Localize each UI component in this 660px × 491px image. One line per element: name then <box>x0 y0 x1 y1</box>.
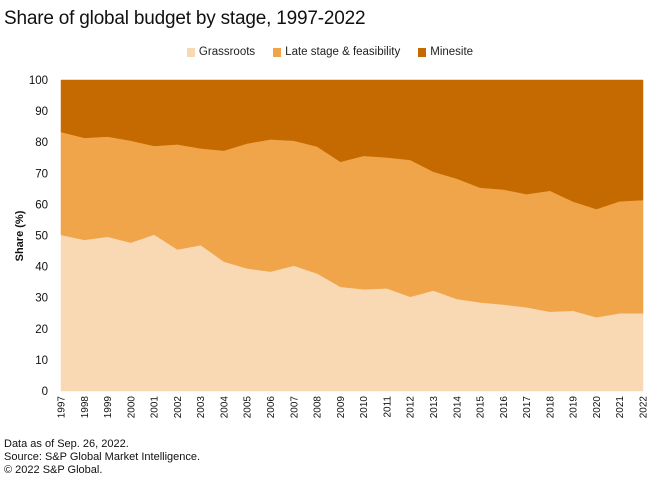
y-tick-label: 60 <box>35 199 48 211</box>
x-tick-label: 2006 <box>266 396 277 419</box>
legend-label-late-stage: Late stage & feasibility <box>285 46 401 58</box>
y-tick-label: 10 <box>35 355 48 367</box>
footer: Data as of Sep. 26, 2022. Source: S&P Gl… <box>4 438 200 477</box>
y-tick-label: 70 <box>35 168 48 180</box>
x-tick-label: 2012 <box>406 396 417 419</box>
x-tick-label: 2019 <box>569 396 580 419</box>
x-tick-label: 2011 <box>382 396 393 418</box>
x-tick-label: 2003 <box>196 396 207 419</box>
y-tick-label: 20 <box>35 324 48 336</box>
y-tick-label: 80 <box>35 137 48 149</box>
legend-swatch-late-stage <box>273 47 282 57</box>
legend-item-grassroots: Grassroots <box>186 46 256 58</box>
footer-data-date: Data as of Sep. 26, 2022. <box>4 438 129 450</box>
y-tick-label: 0 <box>42 386 48 398</box>
x-axis-ticks: 1997 1998 1999 2000 2001 2002 2003 2004 2005 2006… <box>57 396 650 419</box>
footer-copyright: © 2022 S&P Global. <box>4 464 103 476</box>
x-tick-label: 1999 <box>103 396 114 419</box>
x-tick-label: 2001 <box>150 396 161 419</box>
y-tick-label: 40 <box>35 262 48 274</box>
x-tick-label: 2022 <box>639 396 650 419</box>
x-tick-label: 2018 <box>545 396 556 419</box>
y-axis-ticks: 0 10 20 30 40 50 60 70 80 90 100 <box>29 75 48 398</box>
x-tick-label: 2015 <box>476 396 487 419</box>
x-tick-label: 2014 <box>452 396 463 419</box>
x-tick-label: 2008 <box>313 396 324 419</box>
legend-label-grassroots: Grassroots <box>198 46 256 58</box>
legend-item-minesite: Minesite <box>418 46 473 58</box>
area-minesite <box>60 79 644 210</box>
y-tick-label: 90 <box>35 106 48 118</box>
footer-source: Source: S&P Global Market Intelligence. <box>4 451 201 463</box>
legend-swatch-grassroots <box>186 47 195 57</box>
y-tick-label: 50 <box>35 231 48 243</box>
y-axis-label: Share (%) <box>14 210 26 261</box>
x-tick-label: 1997 <box>57 396 68 419</box>
x-tick-label: 2004 <box>219 396 230 419</box>
x-tick-label: 2016 <box>499 396 510 419</box>
x-tick-label: 1998 <box>80 396 91 419</box>
chart-title: Share of global budget by stage, 1997-20… <box>4 8 366 29</box>
x-tick-label: 2021 <box>615 396 626 419</box>
legend-label-minesite: Minesite <box>430 46 474 58</box>
legend-swatch-minesite <box>418 47 427 57</box>
x-tick-label: 2000 <box>126 396 137 419</box>
x-tick-label: 2017 <box>522 396 533 419</box>
legend: Grassroots Late stage & feasibility Mine… <box>0 46 660 58</box>
legend-item-late-stage: Late stage & feasibility <box>273 46 400 58</box>
x-tick-label: 2013 <box>429 396 440 419</box>
x-tick-label: 2010 <box>359 396 370 419</box>
area-layers <box>60 79 644 392</box>
x-tick-label: 2005 <box>243 396 254 419</box>
x-tick-label: 2007 <box>289 396 300 419</box>
x-tick-label: 2002 <box>173 396 184 419</box>
y-tick-label: 30 <box>35 293 48 305</box>
y-tick-label: 100 <box>29 75 48 87</box>
x-tick-label: 2020 <box>592 396 603 419</box>
x-tick-label: 2009 <box>336 396 347 419</box>
